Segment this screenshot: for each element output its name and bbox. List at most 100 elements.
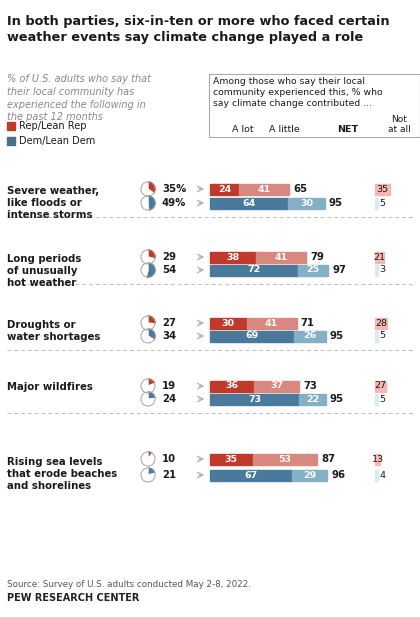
Text: Severe weather,
like floods or
intense storms: Severe weather, like floods or intense s… (7, 186, 99, 220)
Text: 67: 67 (244, 471, 257, 479)
Text: 54: 54 (162, 265, 176, 275)
Text: 95: 95 (329, 198, 343, 208)
Text: 64: 64 (242, 199, 256, 207)
FancyBboxPatch shape (7, 137, 15, 145)
Wedge shape (141, 329, 154, 343)
FancyBboxPatch shape (294, 331, 326, 341)
Text: 95: 95 (330, 394, 344, 404)
Wedge shape (141, 452, 155, 466)
FancyBboxPatch shape (299, 394, 326, 405)
Text: 25: 25 (307, 265, 320, 275)
Text: 41: 41 (257, 184, 271, 194)
Text: Among those who say their local
community experienced this, % who
say climate ch: Among those who say their local communit… (213, 77, 383, 108)
Text: 71: 71 (301, 318, 315, 328)
Text: 30: 30 (300, 199, 313, 207)
Text: PEW RESEARCH CENTER: PEW RESEARCH CENTER (7, 593, 139, 603)
FancyBboxPatch shape (210, 331, 294, 341)
Wedge shape (146, 263, 155, 277)
Text: 69: 69 (245, 331, 259, 341)
Text: A little: A little (269, 125, 299, 134)
Text: 21: 21 (162, 470, 176, 480)
Wedge shape (148, 452, 152, 459)
Wedge shape (148, 196, 155, 210)
Text: 72: 72 (247, 265, 260, 275)
FancyBboxPatch shape (209, 74, 420, 137)
Wedge shape (148, 182, 155, 193)
Text: A lot: A lot (232, 125, 254, 134)
FancyBboxPatch shape (256, 252, 306, 262)
Text: 41: 41 (265, 318, 278, 328)
FancyBboxPatch shape (239, 183, 289, 194)
Text: 41: 41 (275, 252, 288, 262)
FancyBboxPatch shape (375, 470, 378, 481)
Circle shape (141, 196, 155, 210)
Text: 35: 35 (225, 455, 238, 463)
Text: 27: 27 (375, 381, 387, 391)
FancyBboxPatch shape (375, 331, 378, 341)
Wedge shape (148, 316, 155, 324)
Text: 37: 37 (270, 381, 283, 391)
Text: 29: 29 (303, 471, 316, 479)
FancyBboxPatch shape (375, 394, 378, 405)
Text: 19: 19 (162, 381, 176, 391)
Text: 22: 22 (306, 394, 319, 404)
Text: Dem/Lean Dem: Dem/Lean Dem (19, 136, 95, 146)
Circle shape (141, 250, 155, 264)
FancyBboxPatch shape (210, 197, 288, 209)
FancyBboxPatch shape (292, 470, 327, 481)
FancyBboxPatch shape (375, 183, 390, 194)
Circle shape (141, 452, 155, 466)
Wedge shape (148, 468, 155, 475)
Circle shape (141, 379, 155, 393)
Text: 95: 95 (330, 331, 344, 341)
FancyBboxPatch shape (375, 381, 386, 392)
Wedge shape (148, 392, 155, 399)
Wedge shape (141, 379, 155, 393)
Text: 38: 38 (226, 252, 240, 262)
Text: In both parties, six-in-ten or more who faced certain
weather events say climate: In both parties, six-in-ten or more who … (7, 15, 390, 44)
Text: 4: 4 (380, 471, 386, 479)
Wedge shape (141, 250, 155, 264)
Text: Droughts or
water shortages: Droughts or water shortages (7, 320, 100, 341)
Text: 65: 65 (293, 184, 307, 194)
Text: 3: 3 (380, 265, 386, 275)
Text: 5: 5 (380, 394, 386, 404)
Wedge shape (141, 182, 154, 196)
Text: 24: 24 (218, 184, 231, 194)
FancyBboxPatch shape (254, 381, 299, 392)
Circle shape (141, 182, 155, 196)
FancyBboxPatch shape (7, 122, 15, 130)
Text: Rep/Lean Rep: Rep/Lean Rep (19, 121, 87, 131)
Text: Not
at all: Not at all (388, 115, 410, 134)
Text: 49%: 49% (162, 198, 186, 208)
Text: 97: 97 (332, 265, 346, 275)
Text: 53: 53 (278, 455, 291, 463)
FancyBboxPatch shape (375, 318, 387, 328)
FancyBboxPatch shape (375, 197, 378, 209)
Text: 87: 87 (321, 454, 335, 464)
Text: 96: 96 (331, 470, 345, 480)
Wedge shape (141, 316, 155, 330)
Text: 35%: 35% (162, 184, 186, 194)
Wedge shape (148, 329, 155, 340)
Text: 10: 10 (162, 454, 176, 464)
FancyBboxPatch shape (210, 183, 239, 194)
FancyBboxPatch shape (288, 197, 325, 209)
FancyBboxPatch shape (247, 318, 297, 328)
Text: 36: 36 (226, 381, 239, 391)
Text: 34: 34 (162, 331, 176, 341)
Wedge shape (141, 468, 155, 482)
Wedge shape (141, 196, 148, 210)
FancyBboxPatch shape (298, 265, 328, 276)
Wedge shape (141, 263, 148, 277)
Text: 5: 5 (380, 331, 386, 341)
Text: Long periods
of unusually
hot weather: Long periods of unusually hot weather (7, 254, 81, 288)
Wedge shape (148, 379, 155, 386)
Circle shape (141, 316, 155, 330)
Circle shape (141, 329, 155, 343)
FancyBboxPatch shape (210, 381, 254, 392)
FancyBboxPatch shape (210, 265, 298, 276)
Text: 35: 35 (376, 184, 388, 194)
Text: 24: 24 (162, 394, 176, 404)
FancyBboxPatch shape (375, 265, 378, 276)
